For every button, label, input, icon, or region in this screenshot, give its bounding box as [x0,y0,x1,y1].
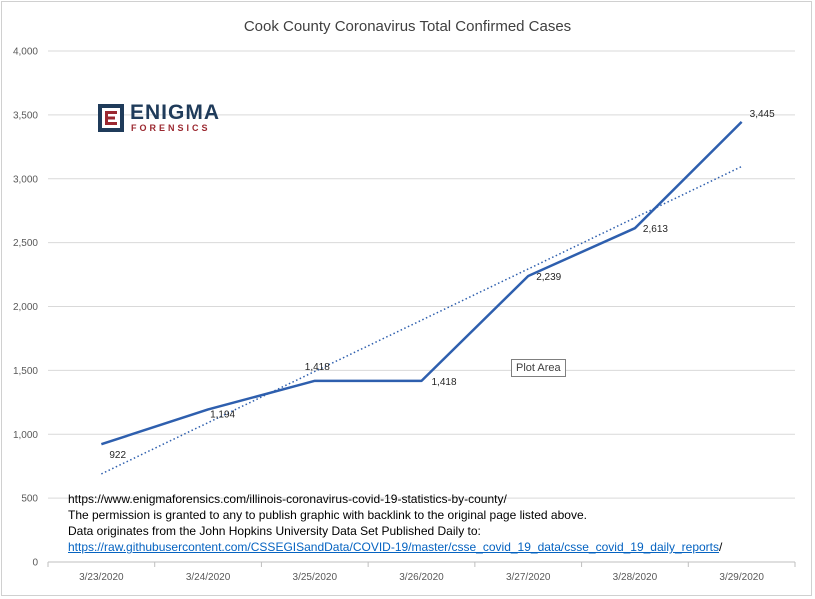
y-tick-label: 1,500 [13,366,38,377]
y-tick-label: 1,000 [13,430,38,441]
data-origin-text: Data originates from the John Hopkins Un… [68,524,481,538]
trendline [101,165,742,475]
linear-trendline [101,165,742,475]
x-tick-label: 3/26/2020 [399,572,444,583]
permission-text: The permission is granted to any to publ… [68,508,587,522]
y-tick-label: 3,000 [13,174,38,185]
series-lines [100,121,743,446]
company-logo: ENIGMA FORENSICS [98,101,220,136]
logo-subtitle: FORENSICS [131,123,211,133]
data-source-link[interactable]: https://raw.githubusercontent.com/CSSEGI… [68,540,720,554]
source-notes: https://www.enigmaforensics.com/illinois… [68,491,722,555]
axes: 0 500 1,000 1,500 2,000 2,500 3,000 3,500 4,000 3… [13,47,796,583]
data-link-line: https://raw.githubusercontent.com/CSSEGI… [68,539,722,555]
x-tick-label: 3/29/2020 [719,572,764,583]
y-tick-label: 2,500 [13,238,38,249]
data-label: 1,418 [432,377,457,388]
y-tick-label: 4,000 [13,47,38,58]
y-tick-label: 0 [32,558,38,569]
chart-title: Cook County Coronavirus Total Confirmed … [243,18,572,35]
gridlines [48,50,795,499]
data-label: 2,239 [536,272,561,283]
data-labels: 922 1,194 1,418 1,418 2,239 2,613 3,445 [109,109,775,461]
logo-name: ENIGMA [130,101,220,124]
data-label: 1,194 [210,409,235,420]
x-tick-label: 3/24/2020 [186,572,231,583]
data-label: 1,418 [305,362,330,373]
plot-area-tooltip: Plot Area [511,359,566,377]
source-url-text: https://www.enigmaforensics.com/illinois… [68,492,507,506]
data-label: 3,445 [750,109,775,120]
x-tick-label: 3/25/2020 [293,572,338,583]
y-tick-label: 500 [21,494,38,505]
y-tick-label: 2,000 [13,302,38,313]
x-tick-label: 3/23/2020 [79,572,124,583]
data-label: 922 [109,450,126,461]
cases-series-line [100,121,743,446]
data-link-suffix: / [719,540,723,554]
data-label: 2,613 [643,224,668,235]
x-tick-label: 3/27/2020 [506,572,551,583]
logo-mark-icon [98,104,124,132]
x-tick-label: 3/28/2020 [613,572,658,583]
y-tick-label: 3,500 [13,110,38,121]
